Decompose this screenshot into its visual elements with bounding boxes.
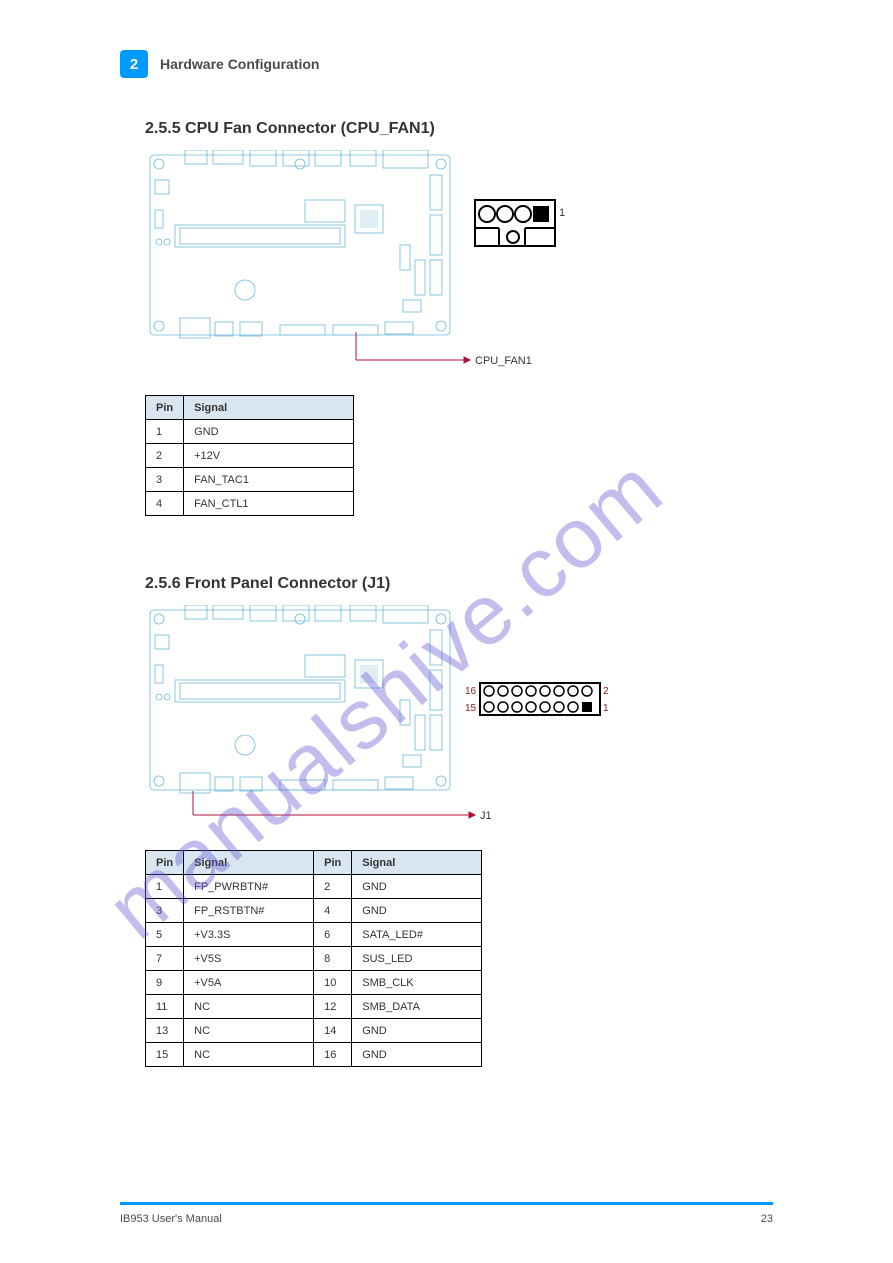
table-row: 1GND bbox=[146, 420, 354, 444]
table-row: 4FAN_CTL1 bbox=[146, 492, 354, 516]
footer-left: IB953 User's Manual bbox=[120, 1213, 222, 1225]
footer-page: 23 bbox=[761, 1213, 773, 1225]
pin-label-15: 15 bbox=[465, 703, 477, 714]
section-fan-title: 2.5.5 CPU Fan Connector (CPU_FAN1) bbox=[145, 120, 435, 138]
th-signal: Signal bbox=[184, 851, 314, 875]
th-pin: Pin bbox=[314, 851, 352, 875]
fan-pin1-label: 1 bbox=[559, 207, 565, 219]
chapter-title: Hardware Configuration bbox=[160, 56, 319, 72]
table-row: 5+V3.3S6SATA_LED# bbox=[146, 923, 482, 947]
th-pin: Pin bbox=[146, 851, 184, 875]
table-row: 2+12V bbox=[146, 444, 354, 468]
table-row: 9+V5A10SMB_CLK bbox=[146, 971, 482, 995]
table-row: 15NC16GND bbox=[146, 1043, 482, 1067]
board-diagram-j1: J1 16 2 15 1 bbox=[145, 605, 620, 835]
chapter-header: 2 Hardware Configuration bbox=[120, 50, 773, 78]
fan-pin-table-wrap: Pin Signal 1GND 2+12V 3FAN_TAC1 4FAN_CTL… bbox=[145, 395, 354, 516]
fan-label: CPU_FAN1 bbox=[475, 355, 532, 367]
pcb-svg-j1: J1 16 2 15 1 bbox=[145, 605, 620, 835]
section-j1-title: 2.5.6 Front Panel Connector (J1) bbox=[145, 575, 390, 593]
j1-pin-table: Pin Signal Pin Signal 1FP_PWRBTN#2GND 3F… bbox=[145, 850, 482, 1067]
j1-pin-table-wrap: Pin Signal Pin Signal 1FP_PWRBTN#2GND 3F… bbox=[145, 850, 482, 1067]
pin-label-1: 1 bbox=[603, 703, 609, 714]
page-footer: IB953 User's Manual 23 bbox=[120, 1202, 773, 1225]
pcb-svg-fan: CPU_FAN1 1 bbox=[145, 150, 585, 380]
j1-label: J1 bbox=[480, 810, 492, 822]
table-row: 3FP_RSTBTN#4GND bbox=[146, 899, 482, 923]
board-diagram-fan: CPU_FAN1 1 bbox=[145, 150, 585, 380]
fan-pin-table: Pin Signal 1GND 2+12V 3FAN_TAC1 4FAN_CTL… bbox=[145, 395, 354, 516]
chapter-number-badge: 2 bbox=[120, 50, 148, 78]
th-signal: Signal bbox=[184, 396, 354, 420]
pin-label-16: 16 bbox=[465, 686, 477, 697]
table-row: 7+V5S8SUS_LED bbox=[146, 947, 482, 971]
th-pin: Pin bbox=[146, 396, 184, 420]
table-row: 13NC14GND bbox=[146, 1019, 482, 1043]
pin-label-2: 2 bbox=[603, 686, 609, 697]
table-row: 1FP_PWRBTN#2GND bbox=[146, 875, 482, 899]
th-signal: Signal bbox=[352, 851, 482, 875]
table-row: 3FAN_TAC1 bbox=[146, 468, 354, 492]
table-row: 11NC12SMB_DATA bbox=[146, 995, 482, 1019]
